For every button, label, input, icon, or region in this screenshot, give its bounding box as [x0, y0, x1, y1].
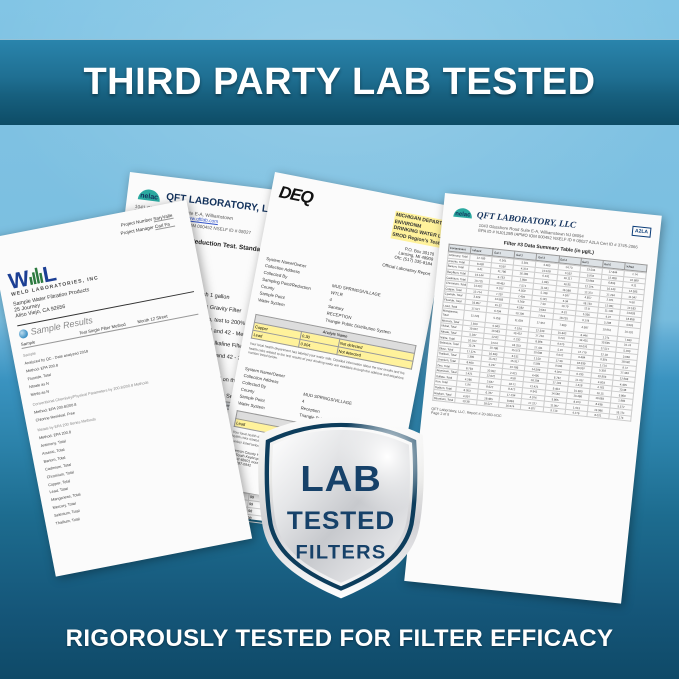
svg-text:FILTERS: FILTERS	[296, 542, 387, 563]
svg-text:TESTED: TESTED	[287, 508, 395, 535]
svg-text:nelac: nelac	[455, 211, 471, 219]
svg-text:nelac: nelac	[140, 192, 159, 201]
svg-text:LAB: LAB	[300, 458, 381, 499]
